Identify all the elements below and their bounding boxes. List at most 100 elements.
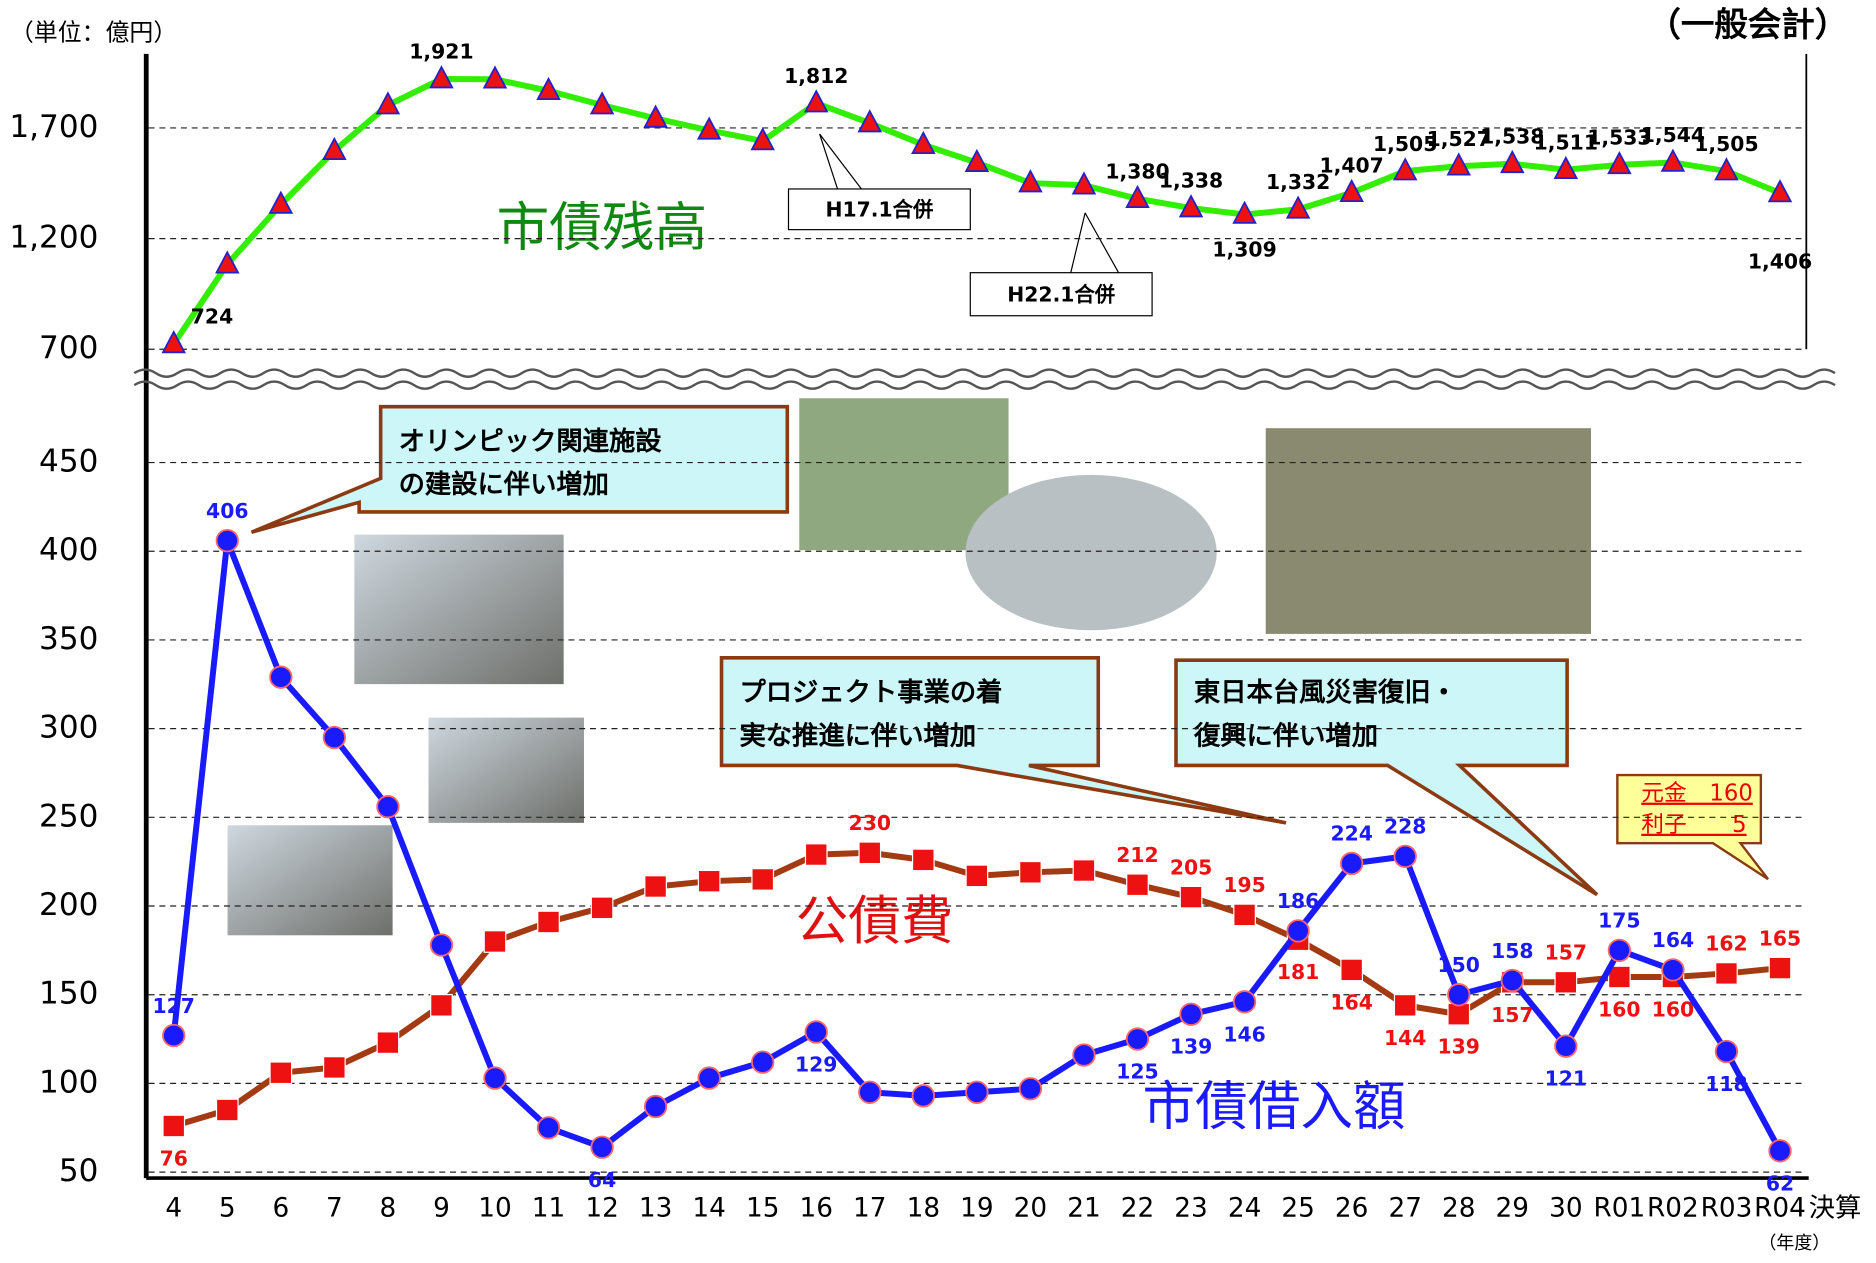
- unit-label: （単位：億円）: [10, 18, 177, 46]
- marker: [590, 896, 614, 920]
- marker: [1340, 851, 1364, 876]
- marker: [696, 116, 722, 140]
- marker: [697, 869, 721, 893]
- value-label: 228: [1384, 815, 1426, 839]
- marker: [858, 841, 882, 865]
- marker: [965, 1080, 989, 1104]
- marker: [215, 528, 239, 553]
- marker: [1500, 968, 1524, 993]
- callout-box: [719, 656, 1287, 825]
- value-label: 1,309: [1212, 237, 1276, 261]
- value-label: 1,380: [1105, 159, 1169, 183]
- value-label: 139: [1438, 1035, 1480, 1059]
- value-label: 139: [1170, 1035, 1212, 1059]
- marker: [1125, 184, 1150, 209]
- marker: [1018, 169, 1043, 193]
- marker: [536, 76, 561, 101]
- x-tick-label: 11: [532, 1194, 565, 1224]
- value-label: 1,407: [1320, 153, 1384, 177]
- y-tick-label: 1,700: [9, 109, 98, 145]
- marker: [483, 1066, 507, 1090]
- photos: [227, 398, 1592, 936]
- marker: [1553, 155, 1579, 180]
- x-tick-label: 25: [1281, 1194, 1314, 1224]
- marker: [911, 848, 935, 872]
- marker: [964, 148, 990, 172]
- annotation: 実な推進に伴い増加: [739, 720, 976, 751]
- marker: [430, 993, 453, 1017]
- value-label: 1,812: [784, 64, 848, 88]
- y-tick-label: 50: [59, 1153, 99, 1189]
- value-label: 1,505: [1373, 132, 1437, 156]
- marker: [375, 91, 401, 115]
- x-tick-label: 9: [433, 1194, 450, 1224]
- marker: [215, 1098, 239, 1122]
- marker: [804, 843, 828, 866]
- marker: [1178, 194, 1204, 218]
- x-tick-label: 12: [585, 1194, 618, 1224]
- value-label: 181: [1277, 960, 1319, 984]
- value-label: 62: [1766, 1171, 1794, 1195]
- x-tick-label: 16: [800, 1194, 833, 1224]
- value-label: 1,921: [409, 40, 473, 64]
- x-tick-label: 21: [1067, 1194, 1100, 1224]
- value-label: 76: [160, 1146, 188, 1170]
- marker: [483, 930, 507, 953]
- marker: [376, 795, 400, 819]
- annotation: 元金 160: [1641, 781, 1753, 807]
- y-tick-label: 150: [39, 976, 98, 1012]
- marker: [1179, 1002, 1203, 1026]
- marker: [1554, 1034, 1578, 1058]
- marker: [1233, 903, 1256, 927]
- y-tick-label: 100: [39, 1064, 98, 1100]
- marker: [803, 89, 829, 113]
- value-label: 121: [1545, 1067, 1587, 1091]
- value-label: 129: [795, 1052, 837, 1076]
- value-label: 157: [1545, 941, 1587, 965]
- y-tick-label: 450: [39, 444, 98, 480]
- callout-box: [1616, 773, 1769, 881]
- marker: [1446, 152, 1472, 176]
- marker: [162, 1114, 186, 1138]
- x-tick-label: 13: [639, 1194, 672, 1224]
- value-label: 175: [1598, 909, 1640, 933]
- marker: [322, 136, 347, 161]
- marker: [537, 910, 560, 934]
- x-tick-label: 4: [165, 1194, 182, 1224]
- x-axis-label: （年度）: [1758, 1233, 1830, 1254]
- marker: [1768, 956, 1792, 980]
- x-tick-label: 26: [1335, 1194, 1368, 1224]
- photo: [965, 474, 1217, 631]
- callout-box: [1174, 658, 1599, 897]
- marker: [161, 330, 186, 354]
- marker: [1714, 157, 1739, 181]
- marker: [1447, 1002, 1471, 1026]
- x-tick-label: 28: [1442, 1194, 1475, 1224]
- value-label: 160: [1652, 997, 1694, 1021]
- y-tick-label: 1,200: [9, 220, 98, 256]
- marker: [1714, 1039, 1739, 1064]
- marker: [536, 1116, 561, 1140]
- x-tick-label: 15: [746, 1194, 779, 1224]
- y-tick-label: 350: [39, 621, 98, 657]
- x-tick-label: R03: [1701, 1194, 1753, 1224]
- x-tick-label: 6: [272, 1194, 289, 1224]
- marker: [1661, 958, 1685, 982]
- value-label: 1,406: [1748, 249, 1812, 273]
- marker: [1767, 179, 1793, 203]
- marker: [482, 65, 508, 89]
- x-tick-label: 23: [1174, 1194, 1207, 1224]
- marker: [1340, 958, 1364, 982]
- y-tick-label: 250: [39, 798, 98, 834]
- marker: [215, 250, 240, 274]
- y-tick-label: 400: [39, 532, 98, 568]
- photo: [354, 534, 564, 685]
- x-tick-label: 5: [219, 1194, 236, 1224]
- leader: [1070, 212, 1120, 273]
- x-tick-label: R01: [1594, 1194, 1646, 1224]
- x-tick-label: 27: [1388, 1194, 1421, 1224]
- value-label: 144: [1384, 1026, 1426, 1050]
- x-tick-label: 7: [326, 1194, 343, 1224]
